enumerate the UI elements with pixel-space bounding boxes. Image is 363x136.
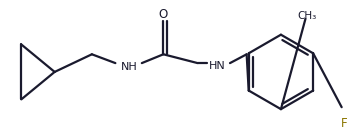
Text: HN: HN — [209, 61, 226, 71]
Text: O: O — [159, 8, 168, 21]
Text: CH₃: CH₃ — [298, 11, 317, 21]
Text: NH: NH — [121, 62, 138, 72]
Text: F: F — [341, 117, 348, 130]
